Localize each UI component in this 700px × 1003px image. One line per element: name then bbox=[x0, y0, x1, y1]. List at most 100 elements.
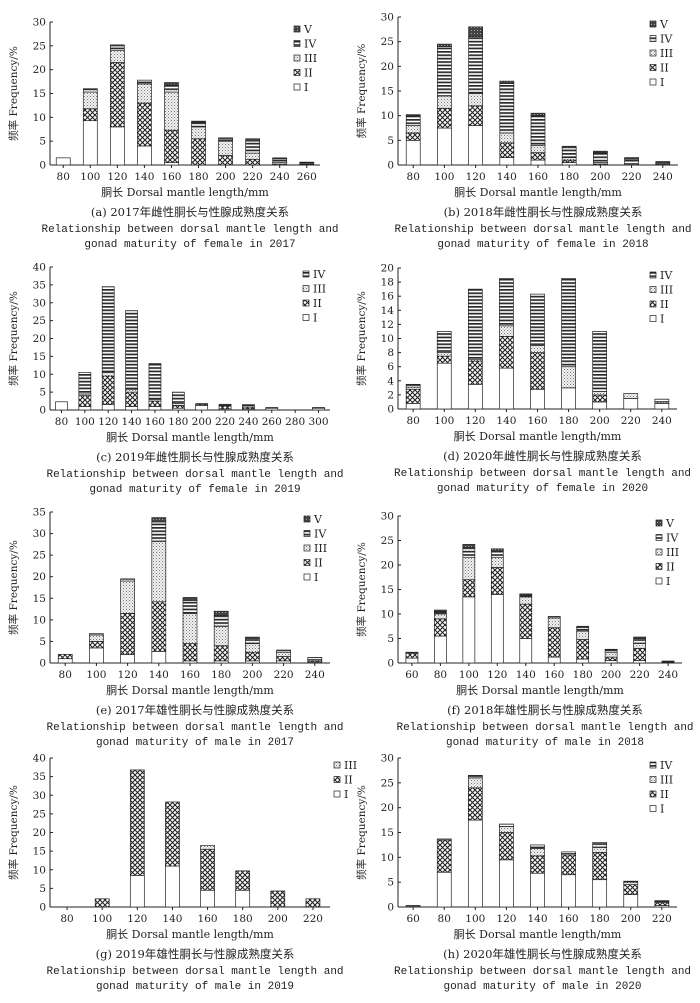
bar-e-100-stage-I bbox=[89, 647, 104, 664]
legend-label: II bbox=[666, 561, 675, 574]
y-tick-label: 20 bbox=[381, 263, 394, 275]
bar-e-140-stage-IV bbox=[151, 521, 167, 542]
bar-d-100-stage-IV bbox=[436, 331, 452, 353]
bar-e-80-stage-II bbox=[57, 654, 73, 660]
y-tick-label: 5 bbox=[39, 883, 46, 895]
y-tick-label: 25 bbox=[381, 777, 394, 789]
bar-e-200-stage-III bbox=[245, 643, 260, 653]
bar-e-120-stage-II bbox=[120, 613, 135, 655]
y-tick-label: 30 bbox=[381, 12, 394, 24]
legend-label: I bbox=[660, 803, 664, 816]
x-tick-label: 120 bbox=[118, 669, 138, 681]
bar-h-180-stage-I bbox=[592, 879, 608, 908]
y-tick-label: 25 bbox=[33, 808, 46, 820]
x-tick-label: 100 bbox=[465, 913, 485, 925]
bar-f-140-stage-V bbox=[519, 593, 533, 595]
bar-b-120-stage-I bbox=[468, 125, 483, 166]
legend-swatch-II bbox=[333, 776, 341, 783]
legend-swatch-I bbox=[649, 78, 657, 86]
legend-label: III bbox=[304, 52, 317, 65]
bar-d-200-stage-IV bbox=[592, 331, 608, 392]
x-tick-label: 100 bbox=[434, 415, 454, 427]
bar-a-100-stage-IV bbox=[82, 89, 98, 93]
bar-c-140-stage-II bbox=[125, 391, 138, 407]
bar-c-80-stage-I bbox=[55, 401, 68, 411]
x-tick-label: 240 bbox=[238, 416, 258, 428]
x-axis-label: 胴长 Dorsal mantle length/mm bbox=[454, 928, 622, 941]
legend-swatch-III bbox=[302, 285, 310, 292]
legend-swatch-II bbox=[293, 69, 301, 76]
legend-swatch-III bbox=[303, 544, 311, 552]
bar-e-80-stage-I bbox=[57, 658, 73, 664]
caption-en-line2: gonad maturity of male in 2020 bbox=[443, 981, 641, 993]
bar-e-180-stage-IV bbox=[213, 615, 229, 627]
y-axis-label: 频率 Frequency/% bbox=[7, 540, 20, 635]
x-tick-label: 280 bbox=[285, 416, 305, 428]
caption-en-line1: Relationship between dorsal mantle lengt… bbox=[394, 966, 691, 978]
y-tick-label: 20 bbox=[33, 827, 46, 839]
bar-f-180-stage-IV bbox=[576, 627, 590, 632]
caption-en-line1: Relationship between dorsal mantle lengt… bbox=[46, 469, 343, 481]
bar-b-80-stage-IV bbox=[405, 115, 421, 126]
x-tick-label: 300 bbox=[309, 416, 329, 428]
bar-b-140-stage-V bbox=[499, 80, 515, 84]
y-tick-label: 15 bbox=[33, 846, 46, 858]
bar-b-160-stage-II bbox=[530, 152, 546, 161]
legend-label: II bbox=[314, 557, 323, 570]
bar-a-80-stage-I bbox=[55, 157, 71, 166]
caption-en-line1: Relationship between dorsal mantle lengt… bbox=[394, 224, 691, 236]
y-tick-label: 15 bbox=[33, 351, 46, 363]
bar-a-160-stage-IV bbox=[164, 84, 179, 93]
bar-e-120-stage-IV bbox=[120, 578, 135, 582]
legend-label: V bbox=[313, 513, 323, 526]
x-tick-label: 120 bbox=[466, 171, 486, 183]
legend-label: IV bbox=[313, 268, 326, 281]
y-tick-label: 10 bbox=[381, 852, 394, 864]
bar-f-60-stage-II bbox=[405, 652, 419, 659]
x-tick-label: 180 bbox=[590, 913, 610, 925]
bar-b-100-stage-I bbox=[437, 127, 452, 166]
bar-g-160-stage-I bbox=[200, 889, 215, 908]
bar-b-100-stage-IV bbox=[437, 46, 452, 97]
legend-swatch-III bbox=[655, 548, 663, 556]
x-tick-label: 80 bbox=[406, 415, 419, 427]
y-tick-label: 15 bbox=[381, 86, 394, 98]
bar-d-240-stage-I bbox=[654, 403, 670, 410]
bar-g-180-stage-II bbox=[235, 870, 251, 891]
legend-label: V bbox=[659, 18, 669, 31]
bar-h-100-stage-III bbox=[467, 777, 483, 789]
y-tick-label: 15 bbox=[381, 584, 394, 596]
bar-b-100-stage-II bbox=[437, 107, 452, 129]
legend-label: III bbox=[660, 284, 673, 297]
caption-en-line1: Relationship between dorsal mantle lengt… bbox=[41, 224, 338, 236]
x-tick-label: 200 bbox=[590, 171, 610, 183]
bar-b-80-stage-III bbox=[405, 125, 421, 134]
y-tick-label: 5 bbox=[39, 387, 46, 399]
y-tick-label: 30 bbox=[33, 297, 46, 309]
x-tick-label: 100 bbox=[459, 669, 479, 681]
legend-swatch-IV bbox=[303, 530, 311, 537]
bar-c-100-stage-IV bbox=[78, 372, 92, 395]
x-tick-label: 80 bbox=[434, 669, 447, 681]
caption-cn: (d) 2020年雌性胴长与性腺成熟度关系 bbox=[443, 449, 642, 463]
y-tick-label: 20 bbox=[33, 333, 46, 345]
bar-e-140-stage-I bbox=[151, 651, 167, 664]
x-tick-label: 200 bbox=[601, 669, 621, 681]
x-tick-label: 260 bbox=[262, 416, 282, 428]
bar-c-160-stage-I bbox=[148, 406, 162, 411]
bar-f-240-stage-V bbox=[661, 660, 675, 662]
caption-cn: (h) 2020年雄性胴长与性腺成熟度关系 bbox=[443, 947, 642, 961]
legend-label: I bbox=[344, 788, 348, 801]
legend-swatch-IV bbox=[655, 534, 663, 541]
bar-b-120-stage-IV bbox=[468, 36, 483, 94]
bar-b-160-stage-IV bbox=[530, 115, 546, 146]
x-tick-label: 100 bbox=[92, 913, 112, 925]
legend-swatch-I bbox=[649, 805, 657, 812]
bar-f-140-stage-I bbox=[519, 638, 533, 664]
bar-f-200-stage-II bbox=[604, 656, 618, 661]
x-axis-label: 胴长 Dorsal mantle length/mm bbox=[106, 684, 274, 697]
caption-cn: (b) 2018年雌性胴长与性腺成熟度关系 bbox=[444, 205, 643, 219]
bar-h-180-stage-IV bbox=[592, 842, 608, 848]
x-tick-label: 60 bbox=[406, 913, 419, 925]
bar-d-160-stage-IV bbox=[530, 293, 545, 346]
